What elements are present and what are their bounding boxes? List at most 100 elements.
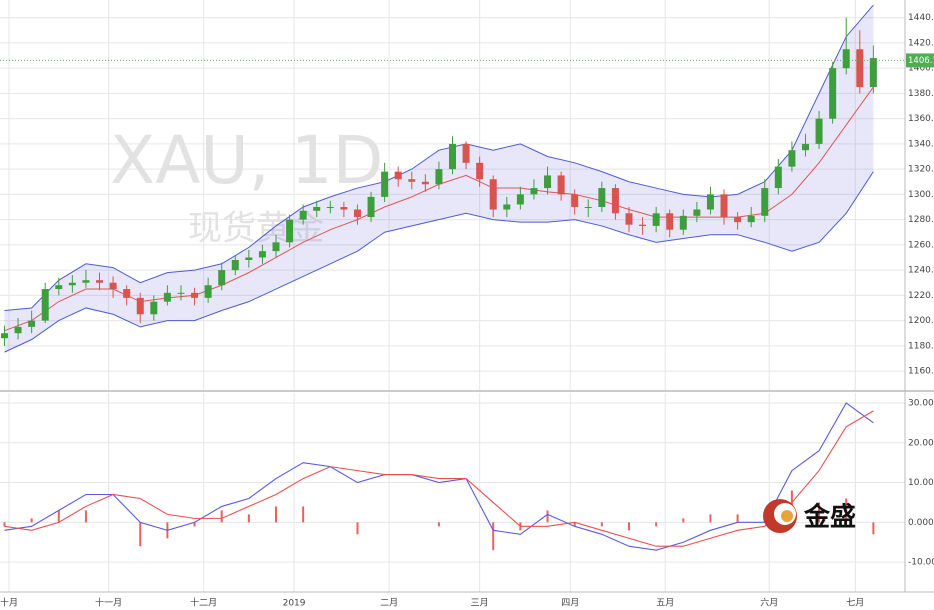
candle-body — [408, 179, 416, 182]
candle-body — [0, 333, 8, 339]
candle-body — [693, 209, 701, 216]
macd-line — [4, 402, 874, 551]
candle-body — [14, 326, 22, 334]
candle-body — [625, 213, 633, 225]
histogram-bar — [30, 518, 33, 523]
y-tick-label: 1340.00 — [908, 139, 934, 149]
histogram-bar — [546, 510, 549, 523]
candle-body — [869, 58, 877, 88]
candle-body — [394, 171, 402, 180]
x-tick-label: 2019 — [283, 599, 306, 609]
x-tick-label: 十月 — [0, 597, 18, 609]
candle-body — [652, 213, 660, 226]
candle-body — [150, 301, 158, 315]
candle-body — [435, 169, 443, 185]
y-tick-label: 1320.00 — [908, 165, 934, 175]
y-tick-label: 1400.00 — [908, 64, 934, 74]
candle-body — [639, 224, 647, 226]
y-tick-label: 0.0000 — [908, 518, 934, 528]
candle-body — [476, 162, 484, 180]
candle-body — [82, 280, 90, 283]
y-tick-label: 1260.00 — [908, 240, 934, 250]
candle-body — [204, 285, 212, 298]
candle-body — [530, 188, 538, 195]
histogram-bar — [682, 518, 685, 523]
x-tick-label: 十一月 — [95, 597, 122, 609]
x-tick-label: 七月 — [846, 598, 864, 609]
candle-body — [747, 215, 755, 223]
x-tick-label: 三月 — [471, 598, 489, 609]
candle-body — [313, 206, 321, 211]
histogram-bar — [220, 510, 223, 523]
candle-body — [449, 143, 456, 170]
candle-body — [720, 194, 728, 218]
y-tick-label: 10.000 — [908, 478, 934, 488]
y-tick-label: 1240.00 — [908, 266, 934, 276]
candle-body — [679, 215, 687, 230]
histogram-bar — [302, 506, 305, 523]
histogram-bar — [492, 522, 495, 551]
candle-body — [706, 194, 714, 210]
candle-body — [326, 206, 334, 208]
histogram-bar — [736, 514, 739, 523]
histogram-bar — [57, 510, 60, 523]
candle-body — [571, 194, 579, 207]
logo-icon-core — [781, 510, 793, 522]
y-tick-label: 1300.00 — [908, 190, 934, 200]
x-tick-label: 二月 — [380, 598, 398, 609]
candle-body — [55, 285, 63, 290]
candle-body — [598, 188, 606, 207]
histogram-bar — [872, 522, 875, 535]
candle-body — [123, 289, 131, 298]
histogram-bar — [655, 522, 658, 527]
y-tick-label: 1360.00 — [908, 114, 934, 124]
candle-body — [829, 68, 837, 119]
y-tick-label: 1380.00 — [908, 89, 934, 99]
histogram-bar — [845, 498, 848, 523]
watermark-title: XAU, 1D — [110, 122, 383, 199]
grid — [0, 0, 905, 592]
candle-body — [218, 270, 226, 286]
candle-body — [109, 282, 117, 290]
candle-body — [666, 213, 674, 230]
candle-body — [842, 49, 850, 69]
histogram-bar — [573, 522, 576, 527]
x-tick-label: 十二月 — [190, 597, 217, 609]
candle-body — [272, 242, 280, 252]
histogram-bar — [437, 522, 440, 527]
candle-body — [421, 181, 429, 185]
candle-body — [245, 257, 253, 260]
candle-body — [68, 282, 76, 286]
logo: 金盛 — [763, 499, 856, 533]
x-tick-label: 六月 — [760, 597, 778, 609]
candle-body — [340, 206, 348, 210]
candle-body — [815, 118, 823, 144]
macd-line — [4, 410, 874, 547]
bollinger-upper — [4, 4, 874, 311]
candle-body — [788, 150, 796, 167]
candle-body — [611, 188, 619, 214]
histogram-bar — [275, 506, 278, 523]
y-tick-label: 1180.00 — [908, 341, 934, 351]
last-price-box — [906, 53, 934, 68]
histogram-bar — [600, 522, 603, 527]
candle-body — [136, 297, 144, 315]
candle-body — [557, 175, 565, 195]
candle-body — [258, 251, 266, 258]
plot — [0, 4, 905, 551]
histogram-bar — [84, 510, 87, 523]
candle-body — [462, 143, 470, 163]
histogram-bar — [193, 522, 196, 527]
candle-body — [856, 49, 864, 88]
x-tick-label: 四月 — [561, 598, 579, 609]
candle-body — [353, 209, 361, 218]
y-tick-label: 1220.00 — [908, 291, 934, 301]
x-tick-label: 五月 — [656, 598, 674, 609]
histogram-bar — [356, 522, 359, 535]
y-tick-label: 1420.00 — [908, 38, 934, 48]
histogram-bar — [247, 514, 250, 523]
histogram-bar — [3, 522, 6, 527]
bollinger-lower — [4, 171, 874, 353]
candle-body — [734, 217, 742, 223]
